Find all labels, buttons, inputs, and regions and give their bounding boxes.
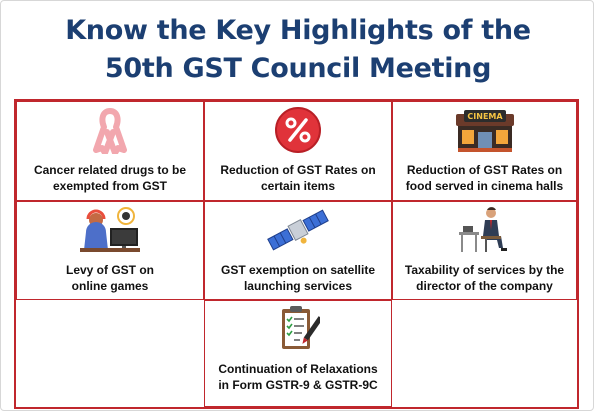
businessman-at-desk-icon: [458, 207, 507, 252]
card-label: Reduction of GST Rates on food served in…: [405, 163, 564, 193]
card-gstr-relaxations: Continuation of Relaxations in Form GSTR…: [204, 300, 392, 407]
cinema-building-icon: CINEMA: [455, 110, 514, 152]
card-label: Continuation of Relaxations in Form GSTR…: [218, 362, 378, 392]
card-label: Levy of GST on online games: [65, 263, 154, 293]
title-line-2: 50th GST Council Meeting: [104, 53, 492, 84]
card-label: GST exemption on satellite launching ser…: [220, 263, 376, 293]
percent-badge-icon: [275, 107, 321, 153]
card-label: Cancer related drugs to be exempted from…: [33, 163, 187, 193]
highlights-grid: Cancer related drugs to be exempted from…: [14, 99, 579, 409]
pink-ribbon-icon: [93, 108, 127, 154]
card-cinema-food: CINEMA Reduction of GST Rates on food se…: [392, 101, 577, 201]
card-satellite-exemption: GST exemption on satellite launching ser…: [204, 201, 392, 300]
card-cancer-drugs: Cancer related drugs to be exempted from…: [16, 101, 204, 201]
clipboard-checklist-icon: [282, 306, 320, 349]
card-online-games: Levy of GST on online games: [16, 201, 204, 300]
card-gst-rate-reduction: Reduction of GST Rates on certain items: [204, 101, 392, 201]
card-director-services: Taxability of services by the director o…: [392, 201, 577, 300]
title-line-1: Know the Key Highlights of the: [65, 15, 531, 46]
page-title: Know the Key Highlights of the 50th GST …: [0, 12, 596, 88]
card-label: Reduction of GST Rates on certain items: [220, 163, 376, 193]
online-gamer-icon: [80, 207, 140, 252]
satellite-icon: [267, 209, 329, 251]
card-label: Taxability of services by the director o…: [404, 263, 565, 293]
cinema-sign-text: CINEMA: [467, 112, 503, 121]
